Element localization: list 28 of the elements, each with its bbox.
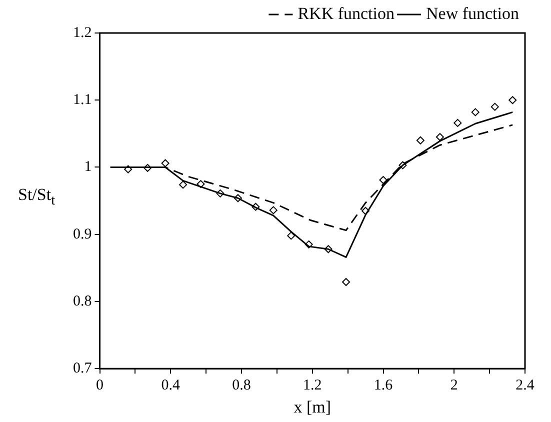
legend-label: New function <box>426 4 520 23</box>
point <box>161 159 170 168</box>
x-tick-label: 0.4 <box>161 378 180 394</box>
y-tick-label: 1.2 <box>73 24 92 41</box>
point <box>342 278 350 286</box>
x-tick-label: 0 <box>96 378 104 394</box>
x-tick-label: 1.2 <box>303 378 322 394</box>
y-tick-label: 1 <box>84 159 92 176</box>
point <box>179 180 188 189</box>
point <box>508 96 517 104</box>
x-tick-label: 0.8 <box>232 378 251 394</box>
point <box>269 206 278 214</box>
y-tick-label: 0.8 <box>73 293 92 310</box>
legend-label: RKK function <box>298 4 395 23</box>
point <box>287 232 296 240</box>
point <box>490 102 499 111</box>
y-axis-title: St/St$_{t}$ <box>18 185 56 210</box>
point <box>454 118 462 127</box>
x-tick-label: 2.4 <box>516 378 535 394</box>
x-axis-title: x [m] <box>294 397 332 416</box>
point <box>436 133 444 142</box>
point <box>471 108 480 116</box>
y-tick-label: 1.1 <box>73 92 92 108</box>
x-tick-label: 2 <box>450 378 458 394</box>
y-tick-label: 0.9 <box>73 226 92 242</box>
x-tick-label: 1.6 <box>374 378 394 394</box>
point <box>416 136 424 144</box>
y-tick-label: 0.7 <box>73 360 92 377</box>
